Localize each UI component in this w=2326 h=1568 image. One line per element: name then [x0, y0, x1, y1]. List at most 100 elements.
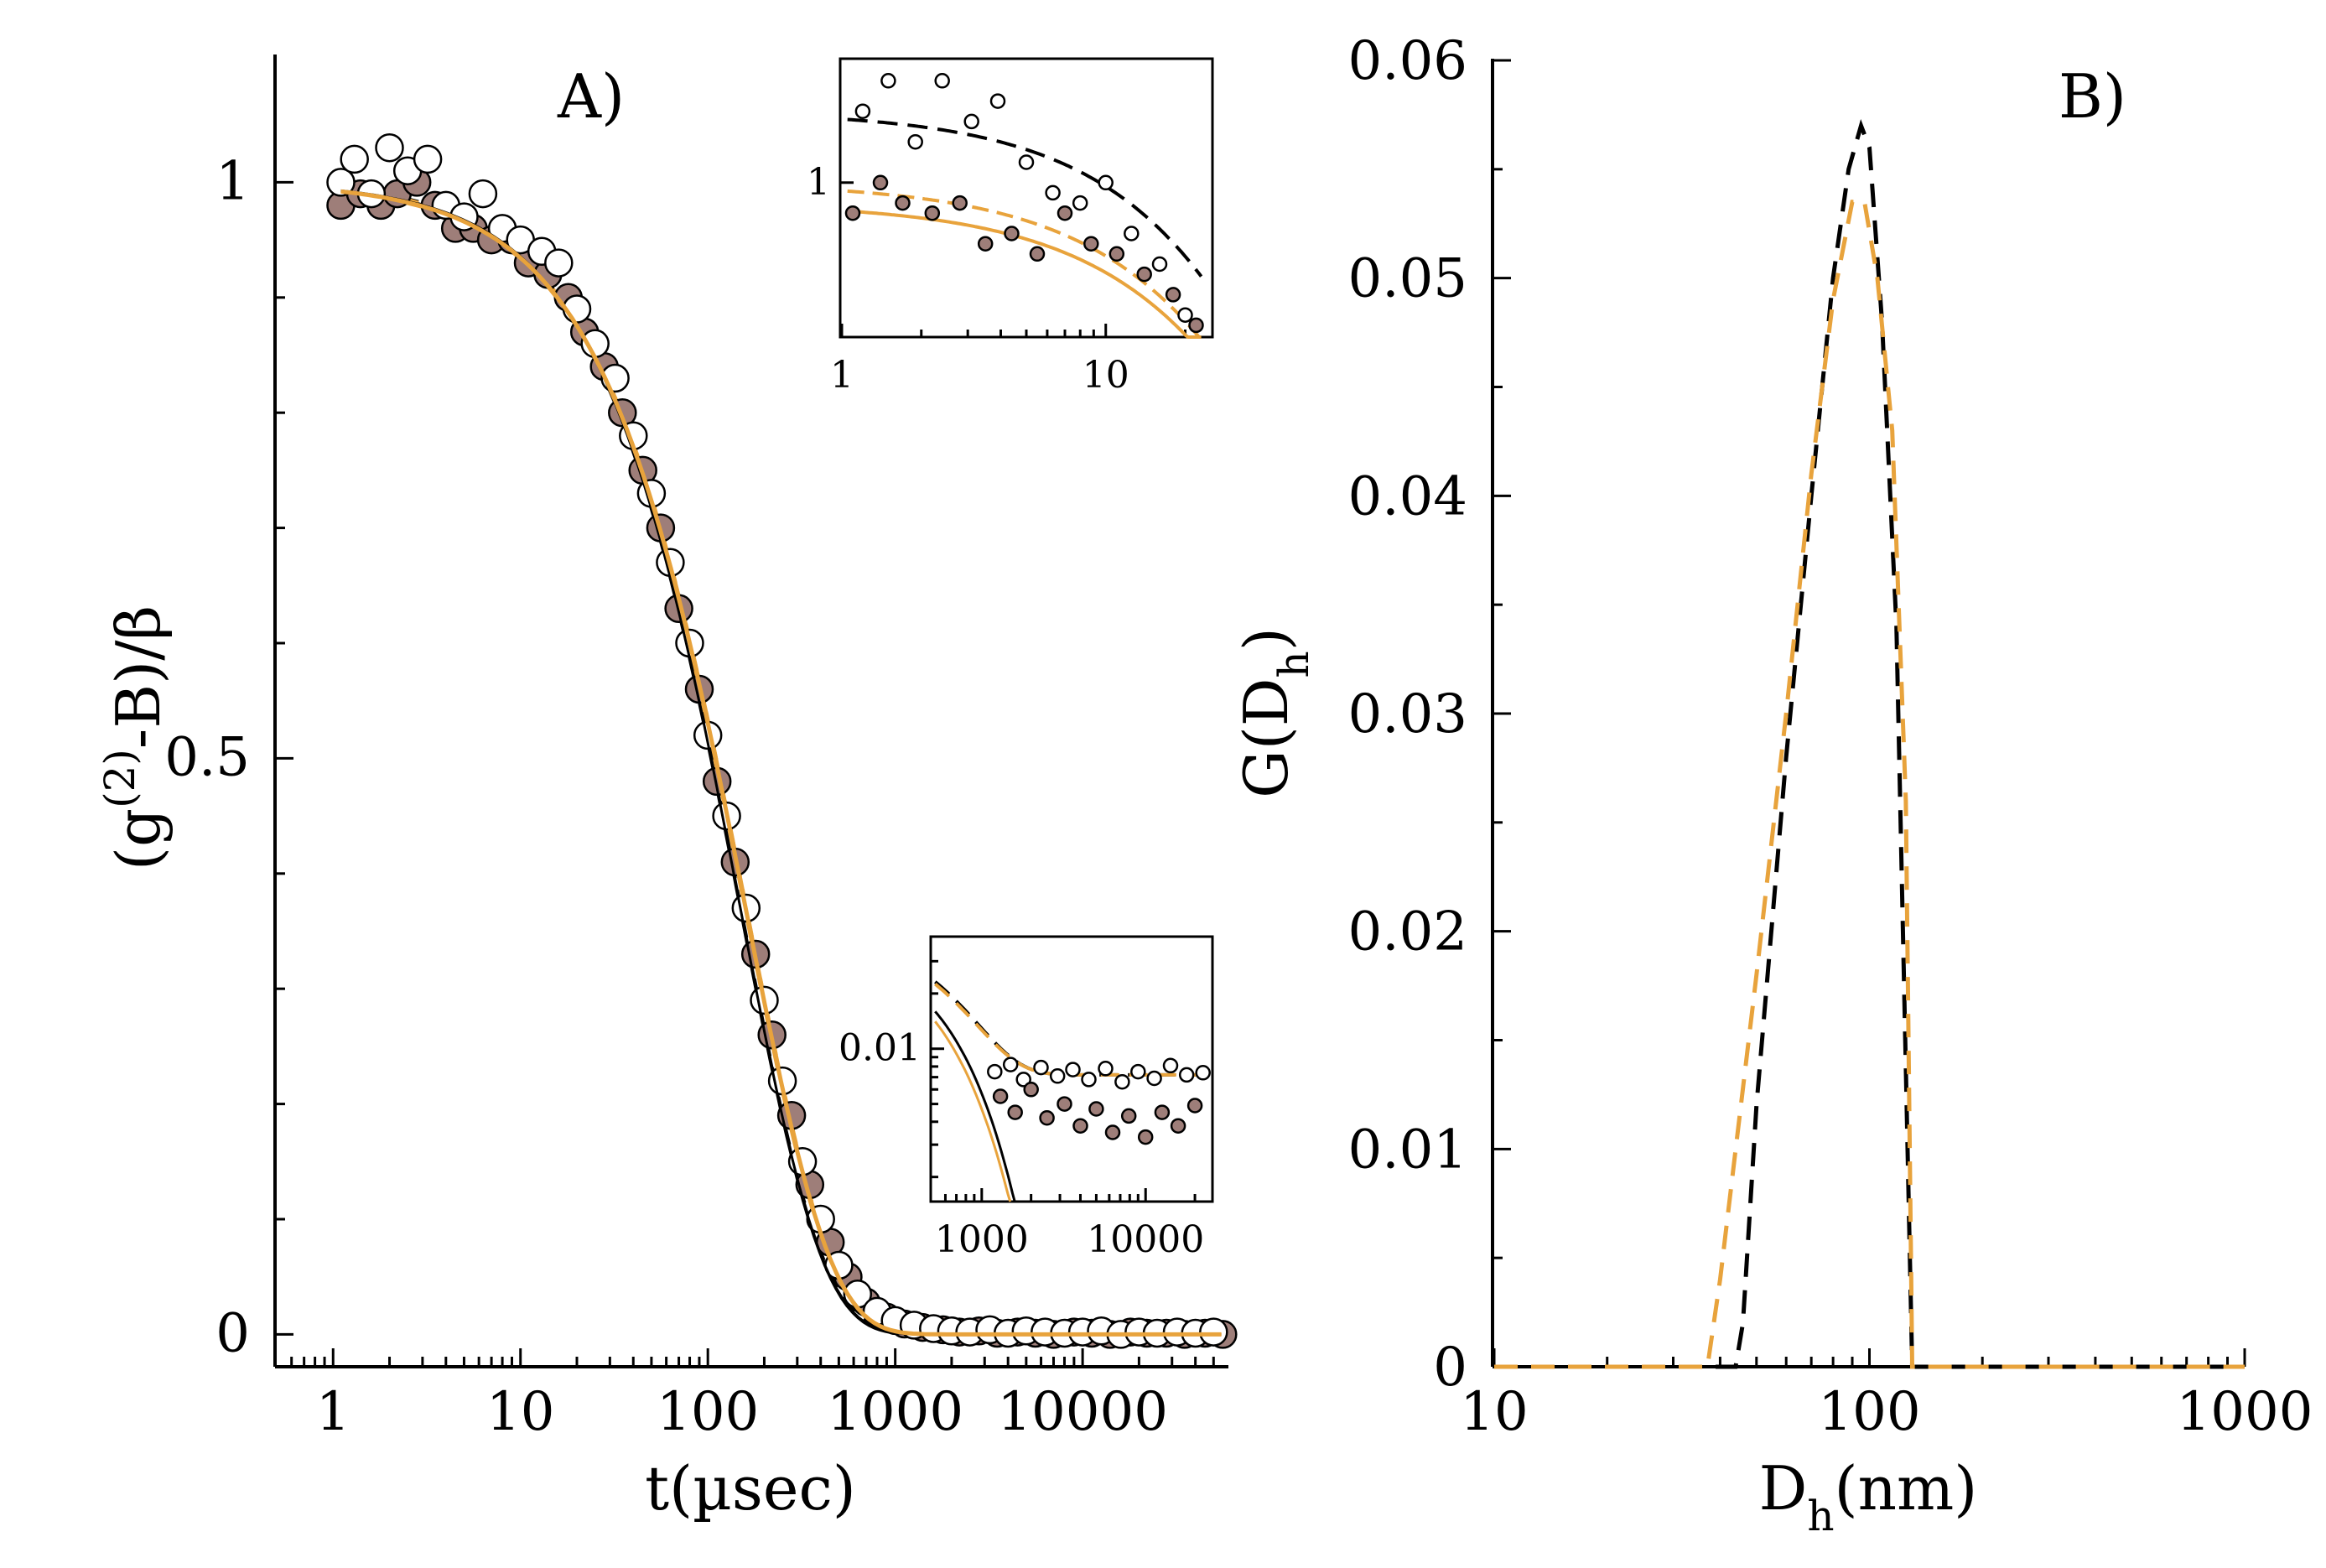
inset-top-ticks: 1 10 1: [807, 161, 1186, 397]
data-point-open: [1065, 1062, 1081, 1077]
y-tick-label: 0.04: [1348, 465, 1468, 527]
data-point-open: [1146, 1070, 1162, 1087]
inset-top-fits: [847, 117, 1203, 339]
data-point-filled: [1088, 1101, 1104, 1117]
data-point-filled: [1170, 1118, 1186, 1134]
inset-bottom-fit: [934, 982, 1208, 1077]
data-point-open: [468, 179, 498, 209]
data-point-filled: [1136, 266, 1152, 283]
chart-a-y-title-sup: (2): [96, 749, 144, 808]
data-point-open: [854, 103, 871, 119]
x-tick-label: 10: [486, 1381, 554, 1443]
data-point-open: [1033, 1059, 1049, 1076]
data-point-filled: [1108, 246, 1125, 262]
chart-a-inset-bottom: 1000 10000 0.01: [839, 935, 1214, 1261]
chart-a-inset-top: 1 10 1: [807, 57, 1214, 397]
data-point-filled: [1057, 1096, 1072, 1112]
data-point-open: [907, 133, 923, 150]
x-tick-label: 10000: [1087, 1218, 1204, 1261]
chart-b-y-title-post: ): [1231, 627, 1301, 651]
chart-b-ticks: 10 100 1000 0 0.01 0.02 0.03 0.04 0.05 0.06: [1348, 30, 2313, 1443]
y-tick-label: 0: [215, 1302, 250, 1364]
x-tick-label: 1000: [2177, 1381, 2313, 1443]
chart-a-x-axis-title: t(µsec): [645, 1453, 856, 1524]
data-point-open: [544, 248, 574, 278]
data-point-filled: [1023, 1082, 1039, 1098]
chart-b-y-title-sub: h: [1269, 651, 1318, 678]
x-tick-label: 100: [1818, 1381, 1920, 1443]
data-point-filled: [1004, 226, 1020, 241]
data-point-filled: [977, 236, 994, 252]
x-tick-label: 10: [1083, 354, 1129, 397]
data-point-open: [326, 168, 356, 197]
y-tick-label: 0: [1433, 1337, 1467, 1399]
data-point-filled: [1083, 236, 1099, 252]
data-point-open: [1081, 1072, 1097, 1088]
data-point-filled: [872, 174, 889, 191]
chart-a: 1 10 100 1000 10000 0 0.5 1 A) t(µsec) (g(2)-B)…: [96, 55, 1238, 1524]
data-point-open: [1177, 307, 1193, 323]
data-point-open: [1098, 174, 1114, 191]
data-point-filled: [1072, 1118, 1088, 1134]
y-tick-label: 0.05: [1348, 248, 1468, 310]
data-point-open: [1018, 154, 1035, 170]
data-point-filled: [1165, 287, 1181, 303]
data-point-filled: [844, 205, 861, 221]
y-tick-label: 1: [807, 161, 830, 204]
x-tick-label: 1: [830, 354, 854, 397]
data-point-filled: [1029, 246, 1046, 262]
chart-b-x-title-sub: h: [1807, 1492, 1834, 1540]
series-line-black: [1494, 119, 2245, 1369]
inset-bottom-fits: [934, 980, 1208, 1202]
data-point-open: [1162, 1057, 1179, 1074]
series-line-orange: [1494, 200, 2245, 1369]
data-point-open: [987, 1063, 1003, 1080]
inset-bottom-points: [987, 1057, 1211, 1145]
data-point-filled: [1188, 317, 1204, 334]
inset-bottom-fit: [934, 1020, 1012, 1202]
data-point-filled: [1186, 1098, 1203, 1114]
data-point-filled: [895, 195, 911, 211]
chart-a-y-axis-title: (g(2)-B)/β: [96, 605, 174, 870]
inset-top-points: [844, 73, 1204, 334]
y-tick-label: 0.01: [1348, 1119, 1468, 1181]
chart-a-ticks: 1 10 100 1000 10000 0 0.5 1: [164, 150, 1215, 1443]
data-point-open: [989, 93, 1006, 109]
x-tick-label: 1: [316, 1381, 350, 1443]
chart-b-panel-label: B): [2059, 61, 2126, 132]
data-point-open: [1049, 1068, 1066, 1084]
inset-bottom-fit: [934, 1010, 1016, 1202]
data-point-open: [1015, 1072, 1031, 1088]
chart-b-y-axis-title: G(Dh): [1231, 627, 1318, 798]
data-point-open: [1178, 1067, 1195, 1083]
data-point-open: [375, 132, 404, 163]
chart-a-points: [326, 132, 1238, 1349]
chart-b-x-title-pre: D: [1759, 1453, 1808, 1524]
inset-top-fit: [847, 189, 1202, 339]
data-point-filled: [924, 205, 941, 221]
data-point-open: [1114, 1073, 1130, 1090]
data-point-open: [1124, 226, 1140, 241]
data-point-filled: [1154, 1104, 1171, 1120]
x-tick-label: 1000: [827, 1381, 963, 1443]
chart-b-lines: [1494, 119, 2245, 1369]
y-tick-label: 0.02: [1348, 901, 1468, 963]
inset-top-fit: [847, 209, 1202, 339]
chart-b-x-axis-title: Dh(nm): [1759, 1453, 1978, 1540]
y-tick-label: 0.01: [839, 1027, 921, 1070]
y-tick-label: 0.06: [1348, 30, 1468, 92]
data-point-open: [1072, 195, 1088, 211]
inset-bottom-ticks: 1000 10000 0.01: [839, 959, 1204, 1261]
y-tick-label: 1: [215, 150, 250, 212]
x-tick-label: 100: [657, 1381, 759, 1443]
data-point-open: [880, 73, 896, 89]
data-point-open: [1199, 1317, 1228, 1347]
chart-a-panel-label: A): [557, 61, 625, 132]
data-point-filled: [1137, 1129, 1154, 1145]
inset-bottom-frame: [929, 935, 1214, 1203]
inset-top-fit: [847, 117, 1203, 278]
data-point-filled: [1039, 1109, 1055, 1126]
data-point-open: [1151, 256, 1168, 273]
data-point-open: [1130, 1063, 1146, 1080]
